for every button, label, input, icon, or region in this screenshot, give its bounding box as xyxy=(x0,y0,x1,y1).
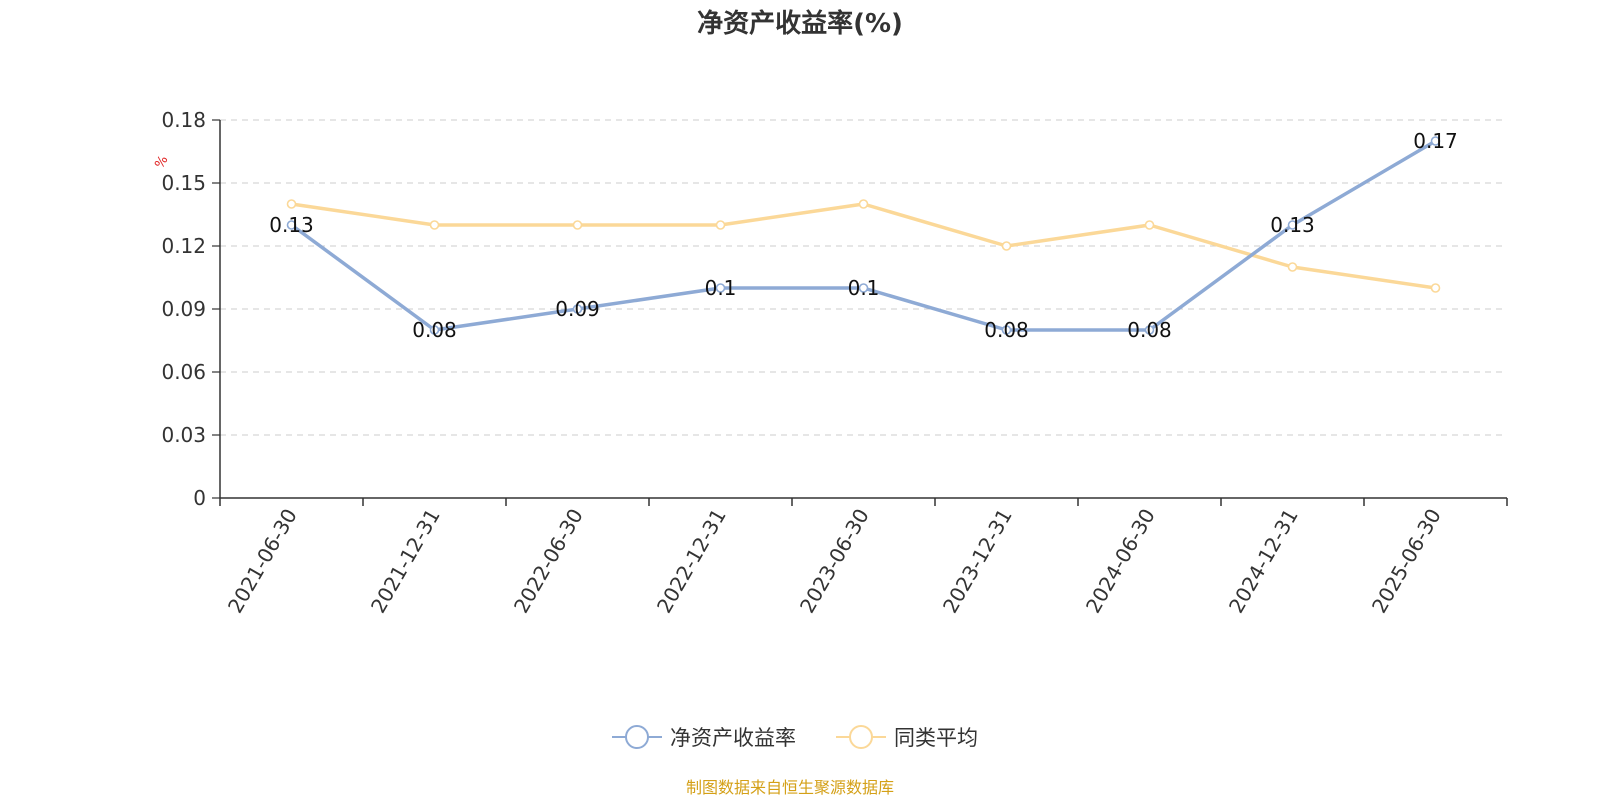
x-tick-label: 2024-06-30 xyxy=(1081,505,1160,618)
data-point xyxy=(1001,241,1012,251)
data-label: 0.08 xyxy=(984,318,1029,342)
data-label: 0.17 xyxy=(1413,129,1458,153)
data-label: 0.13 xyxy=(1270,213,1315,237)
series-lines xyxy=(286,136,1441,335)
data-point xyxy=(572,304,583,314)
y-tick-label: 0.03 xyxy=(161,423,206,447)
legend-marker-icon xyxy=(849,725,873,749)
grid-lines xyxy=(220,119,1507,436)
data-label: 0.1 xyxy=(848,276,880,300)
legend-label: 同类平均 xyxy=(894,726,978,750)
x-tick-label: 2021-06-30 xyxy=(223,505,302,618)
data-point xyxy=(1430,136,1441,146)
x-tick-label: 2025-06-30 xyxy=(1367,505,1446,618)
data-point xyxy=(1287,262,1298,272)
data-point xyxy=(1287,220,1298,230)
axes: 0 0.03 0.06 0.09 0.12 0.15 0.18 2021-06-30 2021-… xyxy=(161,108,1508,618)
y-tick-label: 0.18 xyxy=(161,108,206,132)
legend-item-1[interactable]: 同类平均 xyxy=(836,725,978,750)
data-point xyxy=(1430,283,1441,293)
data-point xyxy=(1001,325,1012,335)
legend[interactable]: 净资产收益率 同类平均 xyxy=(612,725,978,750)
x-tick-label: 2024-12-31 xyxy=(1224,505,1303,618)
source-note: 制图数据来自恒生聚源数据库 xyxy=(686,778,894,797)
legend-item-0[interactable]: 净资产收益率 xyxy=(612,725,796,750)
y-axis-unit-label: % xyxy=(152,153,171,171)
data-labels: 0.13 0.08 0.09 0.1 0.1 0.08 0.08 0.13 0.17 xyxy=(269,129,1458,342)
data-point xyxy=(286,199,297,209)
data-point xyxy=(429,325,440,335)
x-tick-label: 2022-06-30 xyxy=(509,505,588,618)
y-tick-label: 0.09 xyxy=(161,297,206,321)
data-point xyxy=(572,220,583,230)
legend-label: 净资产收益率 xyxy=(670,726,796,750)
x-tick-label: 2023-06-30 xyxy=(795,505,874,618)
series-line-0 xyxy=(289,139,1438,332)
data-point xyxy=(1144,220,1155,230)
data-point xyxy=(1144,325,1155,335)
chart-title: 净资产收益率(%) xyxy=(697,8,903,39)
data-point xyxy=(858,283,869,293)
data-label: 0.09 xyxy=(555,297,600,321)
data-point xyxy=(858,199,869,209)
x-tick-label: 2023-12-31 xyxy=(938,505,1017,618)
data-point xyxy=(286,220,297,230)
data-point xyxy=(715,283,726,293)
data-label: 0.08 xyxy=(412,318,457,342)
legend-marker-icon xyxy=(625,725,649,749)
x-tick-label: 2022-12-31 xyxy=(652,505,731,618)
data-label: 0.13 xyxy=(269,213,314,237)
data-label: 0.08 xyxy=(1127,318,1172,342)
y-tick-label: 0 xyxy=(193,486,206,510)
y-tick-label: 0.12 xyxy=(161,234,206,258)
y-tick-label: 0.06 xyxy=(161,360,206,384)
y-tick-label: 0.15 xyxy=(161,171,206,195)
x-tick-label: 2021-12-31 xyxy=(366,505,445,618)
data-point xyxy=(429,220,440,230)
data-label: 0.1 xyxy=(705,276,737,300)
data-point xyxy=(715,220,726,230)
